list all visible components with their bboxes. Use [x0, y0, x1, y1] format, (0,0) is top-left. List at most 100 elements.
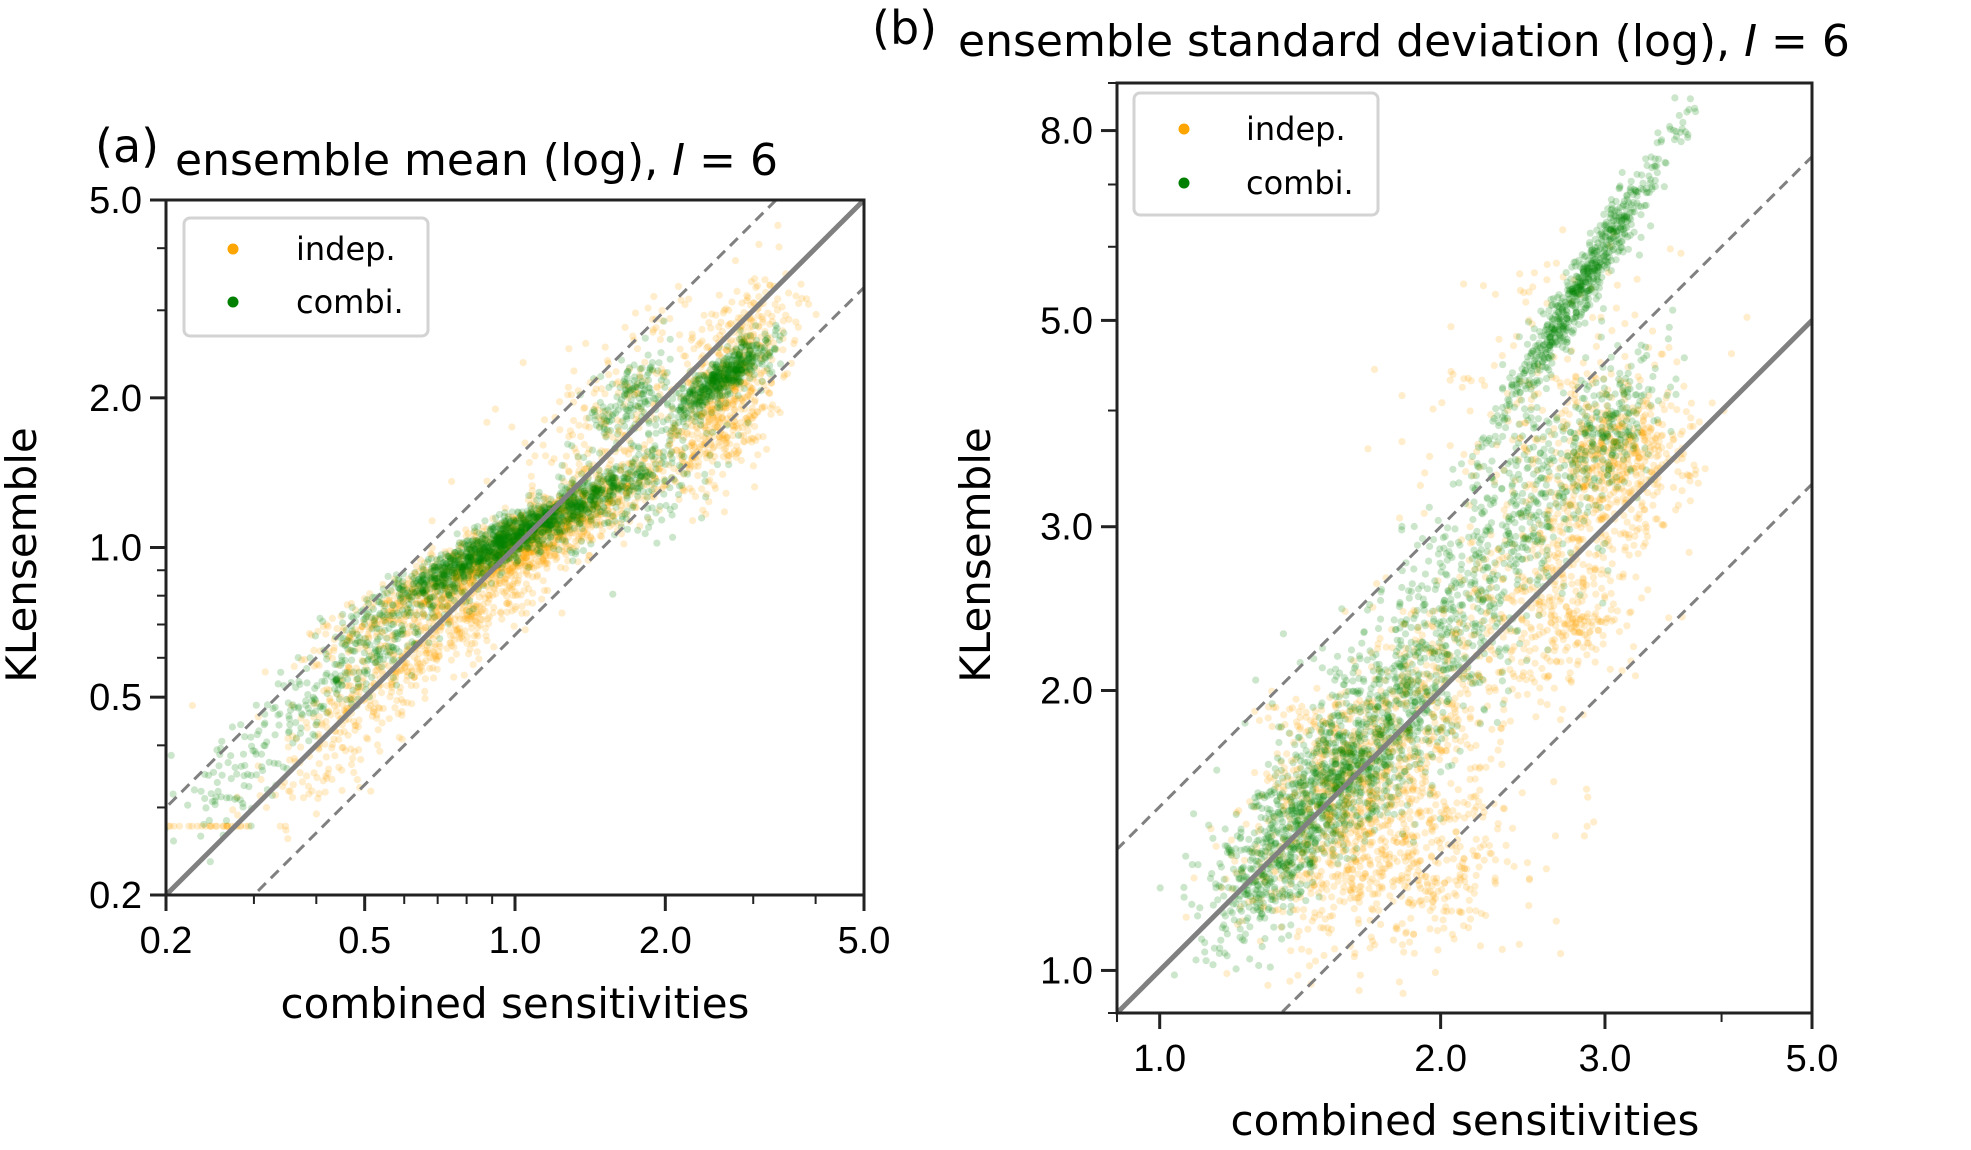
scatter-point	[689, 517, 697, 525]
scatter-point	[767, 410, 775, 418]
scatter-point	[443, 590, 451, 599]
scatter-point	[469, 550, 477, 558]
scatter-point	[533, 546, 542, 554]
scatter-point	[565, 345, 573, 353]
scatter-point	[539, 577, 547, 585]
scatter-point	[729, 426, 737, 434]
scatter-point	[485, 620, 493, 628]
scatter-point	[474, 538, 482, 546]
scatter-point	[397, 666, 405, 675]
scatter-point	[468, 575, 476, 583]
scatter-point	[605, 496, 614, 504]
scatter-point	[453, 627, 462, 635]
scatter-point	[567, 501, 575, 509]
scatter-point	[715, 350, 723, 358]
scatter-point	[432, 573, 440, 582]
scatter-point	[553, 553, 561, 562]
scatter-point	[681, 300, 689, 309]
scatter-point	[547, 543, 555, 551]
scatter-point	[543, 526, 551, 535]
scatter-point	[503, 563, 512, 571]
scatter-point	[479, 616, 487, 624]
scatter-point	[473, 569, 481, 577]
scatter-point	[641, 455, 649, 463]
scatter-point	[501, 575, 509, 583]
scatter-point	[336, 675, 344, 683]
scatter-point	[495, 529, 503, 537]
scatter-point	[631, 309, 640, 317]
scatter-point	[446, 618, 454, 626]
scatter-point	[635, 464, 644, 472]
scatter-point	[712, 311, 720, 319]
scatter-point	[709, 428, 717, 436]
scatter-point	[484, 615, 492, 623]
scatter-point	[324, 652, 332, 660]
scatter-point	[495, 538, 503, 546]
scatter-point	[608, 499, 617, 507]
scatter-point	[780, 371, 788, 379]
scatter-point	[529, 534, 537, 542]
scatter-point	[423, 595, 431, 604]
scatter-point	[606, 522, 614, 531]
scatter-point	[457, 559, 465, 567]
scatter-point	[698, 325, 706, 334]
scatter-point	[498, 615, 506, 623]
scatter-point	[728, 298, 736, 306]
scatter-point	[536, 548, 544, 556]
scatter-point	[347, 693, 355, 702]
scatter-point	[563, 508, 571, 516]
scatter-point	[500, 568, 508, 576]
scatter-point	[604, 498, 613, 506]
scatter-point	[422, 591, 431, 599]
scatter-point	[340, 624, 348, 632]
scatter-point	[492, 550, 500, 558]
scatter-point	[432, 653, 440, 661]
scatter-point	[493, 552, 501, 560]
scatter-point	[511, 525, 519, 533]
scatter-point	[752, 283, 760, 291]
scatter-point	[360, 618, 368, 626]
scatter-point	[550, 529, 558, 537]
scatter-point	[459, 564, 467, 572]
scatter-point	[167, 751, 175, 760]
scatter-point	[771, 300, 779, 308]
scatter-point	[499, 525, 507, 533]
scatter-point	[495, 543, 503, 552]
scatter-point	[500, 589, 508, 597]
scatter-point	[559, 507, 567, 515]
scatter-point	[612, 519, 621, 528]
scatter-point	[410, 653, 419, 661]
scatter-point	[533, 573, 541, 581]
scatter-point	[413, 600, 421, 608]
scatter-point	[601, 407, 609, 415]
scatter-point	[591, 412, 600, 420]
scatter-point	[448, 642, 456, 650]
scatter-point	[565, 542, 573, 550]
scatter-point	[407, 681, 415, 690]
scatter-point	[587, 534, 595, 542]
scatter-point	[534, 571, 542, 579]
scatter-point	[328, 614, 336, 623]
scatter-point	[687, 404, 695, 412]
scatter-point	[577, 537, 585, 545]
scatter-point	[731, 257, 740, 265]
scatter-point	[795, 299, 803, 308]
scatter-point	[492, 590, 500, 598]
scatter-point	[740, 431, 748, 439]
scatter-point	[489, 591, 497, 599]
scatter-point	[368, 712, 376, 720]
scatter-point	[530, 498, 539, 506]
scatter-point	[338, 786, 346, 795]
scatter-point	[501, 544, 509, 552]
scatter-point	[490, 550, 498, 558]
scatter-point	[552, 520, 560, 529]
scatter-point	[592, 489, 600, 497]
scatter-point	[576, 488, 584, 497]
scatter-point	[604, 464, 612, 472]
scatter-point	[460, 671, 468, 679]
scatter-point	[526, 509, 535, 518]
scatter-point	[631, 456, 640, 464]
scatter-point	[708, 409, 716, 417]
scatter-point	[501, 519, 510, 527]
